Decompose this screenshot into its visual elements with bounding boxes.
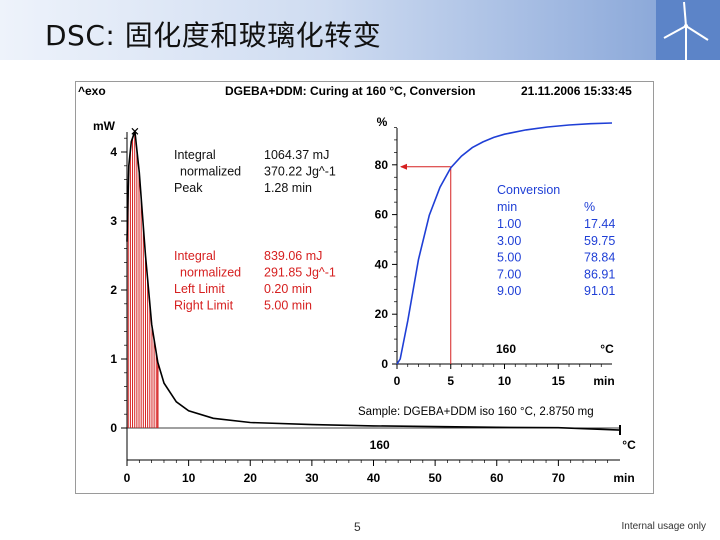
sample-text: Sample: DGEBA+DDM iso 160 °C, 2.8750 mg [358,406,594,418]
x-axis-unit: min [613,471,634,485]
annotation-black-label: normalized [180,165,241,179]
peak-marker [131,127,139,135]
annotation-red-label: normalized [180,266,241,280]
table-cell-percent: 91.01 [584,284,615,298]
y-tick-label: 4 [110,145,117,159]
x-tick-label: 10 [182,471,196,485]
conversion-curve [396,122,613,365]
annotation-black-value: 1.28 min [264,181,312,195]
x-tick-label: 30 [305,471,319,485]
inset-y-unit: % [377,115,388,129]
annotation-red-label: Right Limit [174,299,234,313]
conversion-plot: % 0 20 40 60 80 0 5 10 15 min 160 °C Conversion min % 1.… [375,115,616,388]
inset-temperature-label: 160 [496,342,516,356]
wind-turbine-logo [656,0,720,60]
annotation-red-label: Integral [174,249,216,263]
exo-label: ^exo [78,84,106,98]
inset-x-unit: min [593,374,614,388]
inset-y-tick-label: 40 [375,257,389,271]
table-cell-min: 9.00 [497,284,521,298]
chart-timestamp: 21.11.2006 15:33:45 [521,84,632,98]
wind-turbine-icon [663,1,709,60]
table-header: % [584,200,595,214]
table-cell-percent: 86.91 [584,267,615,281]
table-cell-min: 1.00 [497,217,521,231]
slide-title: DSC: 固化度和玻璃化转变 [45,19,382,52]
slide-header: DSC: 固化度和玻璃化转变 [0,0,720,60]
annotation-red-label: Left Limit [174,282,225,296]
chart-title: DGEBA+DDM: Curing at 160 °C, Conversion [225,84,476,98]
temperature-unit: °C [622,438,636,452]
table-header: min [497,200,517,214]
inset-temperature-unit: °C [600,342,614,356]
inset-x-tick-label: 0 [394,374,401,388]
annotation-red-value: 0.20 min [264,282,312,296]
table-cell-percent: 78.84 [584,251,615,265]
inset-y-tick-label: 0 [381,357,388,371]
x-tick-label: 70 [552,471,566,485]
table-cell-percent: 17.44 [584,217,615,231]
inset-x-tick-label: 5 [447,374,454,388]
annotation-red-value: 291.85 Jg^-1 [264,266,336,280]
inset-y-tick-label: 20 [375,307,389,321]
inset-x-tick-label: 10 [498,374,512,388]
y-tick-label: 0 [110,421,117,435]
temperature-label: 160 [370,438,390,452]
table-title: Conversion [497,183,560,197]
page-number: 5 [354,520,361,534]
x-tick-label: 40 [367,471,381,485]
annotation-black-value: 1064.37 mJ [264,148,329,162]
table-cell-min: 7.00 [497,267,521,281]
footer-note: Internal usage only [621,521,706,532]
table-cell-min: 3.00 [497,234,521,248]
table-cell-percent: 59.75 [584,234,615,248]
annotation-layer: Integral 1064.37 mJ normalized 370.22 Jg^-1… [174,148,336,313]
inset-y-tick-label: 80 [375,158,389,172]
y-tick-label: 3 [110,214,117,228]
y-axis-unit: mW [93,119,116,133]
annotation-black-label: Peak [174,181,203,195]
x-tick-label: 60 [490,471,504,485]
x-tick-label: 20 [244,471,258,485]
annotation-black-label: Integral [174,148,216,162]
inset-x-tick-label: 15 [552,374,566,388]
annotation-red-value: 5.00 min [264,299,312,313]
x-tick-label: 50 [428,471,442,485]
annotation-red-value: 839.06 mJ [264,249,322,263]
x-tick-label: 0 [124,471,131,485]
y-tick-label: 2 [110,283,117,297]
inset-y-tick-label: 60 [375,208,389,222]
annotation-black-value: 370.22 Jg^-1 [264,165,336,179]
table-cell-min: 5.00 [497,251,521,265]
y-tick-label: 1 [110,352,117,366]
marker-arrow-icon [400,163,407,170]
